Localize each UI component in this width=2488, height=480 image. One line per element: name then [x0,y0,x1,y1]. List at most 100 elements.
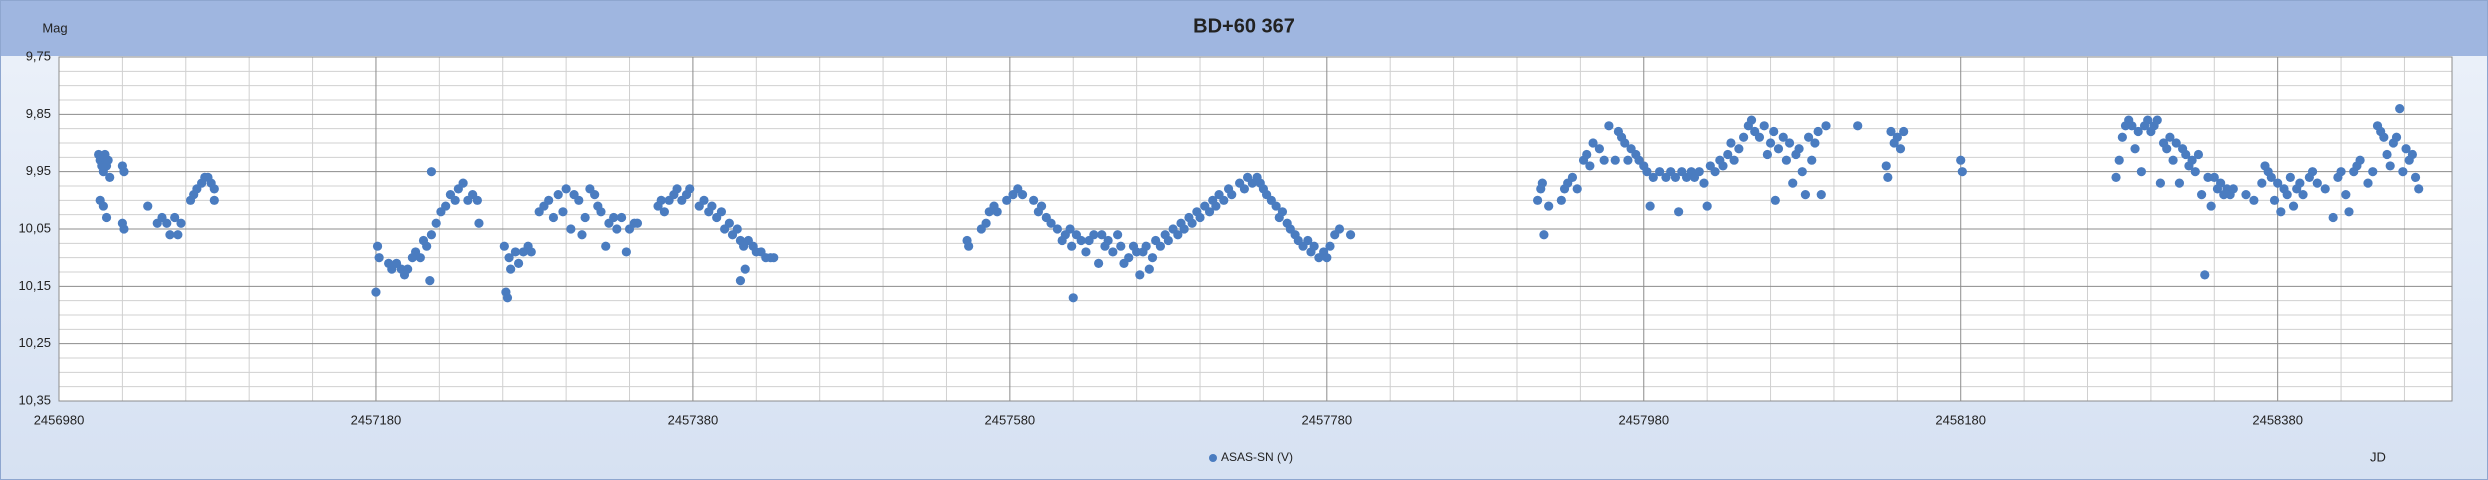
data-point [426,167,437,177]
data-point [2241,190,2251,200]
data-point [621,247,631,257]
data-point [2341,190,2351,200]
data-point [1881,161,1891,171]
data-point [1853,121,1863,131]
data-point [170,212,180,223]
data-point [2385,161,2395,171]
data-point [769,253,779,263]
data-point [577,230,587,240]
data-point [2266,172,2276,182]
data-point [699,195,709,205]
data-point [425,276,435,286]
data-point [1303,235,1313,246]
data-point [1108,247,1118,257]
data-point [2298,190,2308,200]
data-point [1002,195,1012,205]
y-tick-label: 10,15 [18,278,51,293]
legend-label: ASAS-SN (V) [1221,450,1293,464]
data-point [1899,126,1909,137]
data-point [2391,132,2402,142]
data-point [450,195,460,205]
data-point [119,167,129,177]
data-point [558,207,568,217]
data-point [2190,167,2200,177]
data-point [1699,178,1709,188]
y-tick-label: 10,25 [18,335,51,350]
data-point [1046,218,1056,228]
data-point [992,207,1002,217]
data-point [1147,253,1158,263]
data-point [1582,149,1592,160]
x-tick-label: 2457780 [1302,412,1353,427]
x-tick-label: 2456980 [34,412,85,427]
data-point [119,224,129,234]
data-point [2203,172,2213,182]
data-point [590,190,600,200]
data-point [1179,224,1189,234]
data-point [1572,184,1582,194]
data-point [374,253,384,263]
data-point [1956,155,1966,165]
data-point [422,241,432,251]
data-point [1718,161,1728,171]
data-point [1821,121,1831,131]
data-point [1892,132,1902,142]
data-point [1556,195,1566,205]
data-point [1067,241,1077,251]
data-point [1567,172,1578,182]
data-point [1345,230,1356,240]
data-point [1784,138,1795,148]
data-point [609,212,619,223]
data-point [1803,132,1814,142]
data-point [1141,241,1151,251]
data-point [685,184,695,194]
data-point [1694,167,1704,177]
data-point [510,247,521,257]
data-point [2288,201,2299,211]
data-point [2174,178,2185,188]
data-point [513,258,524,268]
data-point [1670,172,1681,182]
data-point [566,224,576,234]
data-point [372,241,383,251]
x-tick-label: 2457180 [351,412,402,427]
data-point [735,276,746,286]
data-point [981,218,991,228]
data-point [1794,144,1804,154]
data-point [1544,201,1554,211]
data-point [1645,201,1655,211]
data-point [544,195,554,205]
data-point [1610,155,1620,165]
data-point [1155,241,1166,251]
data-point [1029,195,1039,205]
data-point [1068,293,1078,303]
data-point [2363,178,2373,188]
data-point [2276,207,2286,217]
data-point [1204,207,1215,217]
y-axis-label: Mag [42,20,67,35]
data-point [1813,126,1823,137]
data-point [2401,144,2411,154]
data-point [2165,132,2175,142]
data-point [1642,167,1652,177]
data-point [2414,184,2424,194]
data-point [1585,161,1595,171]
x-tick-label: 2457380 [668,412,719,427]
data-point [596,207,606,217]
x-tick-label: 2458380 [2252,412,2303,427]
data-point [1532,195,1543,205]
data-point [1778,132,1788,142]
data-point [1325,241,1335,251]
data-point [2206,201,2216,211]
data-point [1097,230,1107,240]
legend-marker [1209,454,1217,462]
data-point [672,184,682,194]
data-point [574,195,584,205]
data-point [1076,235,1086,246]
data-point [1094,258,1104,268]
data-point [1271,201,1281,211]
data-point [2168,155,2178,165]
data-point [2355,155,2365,165]
data-point [103,155,113,165]
data-point [1594,144,1604,154]
